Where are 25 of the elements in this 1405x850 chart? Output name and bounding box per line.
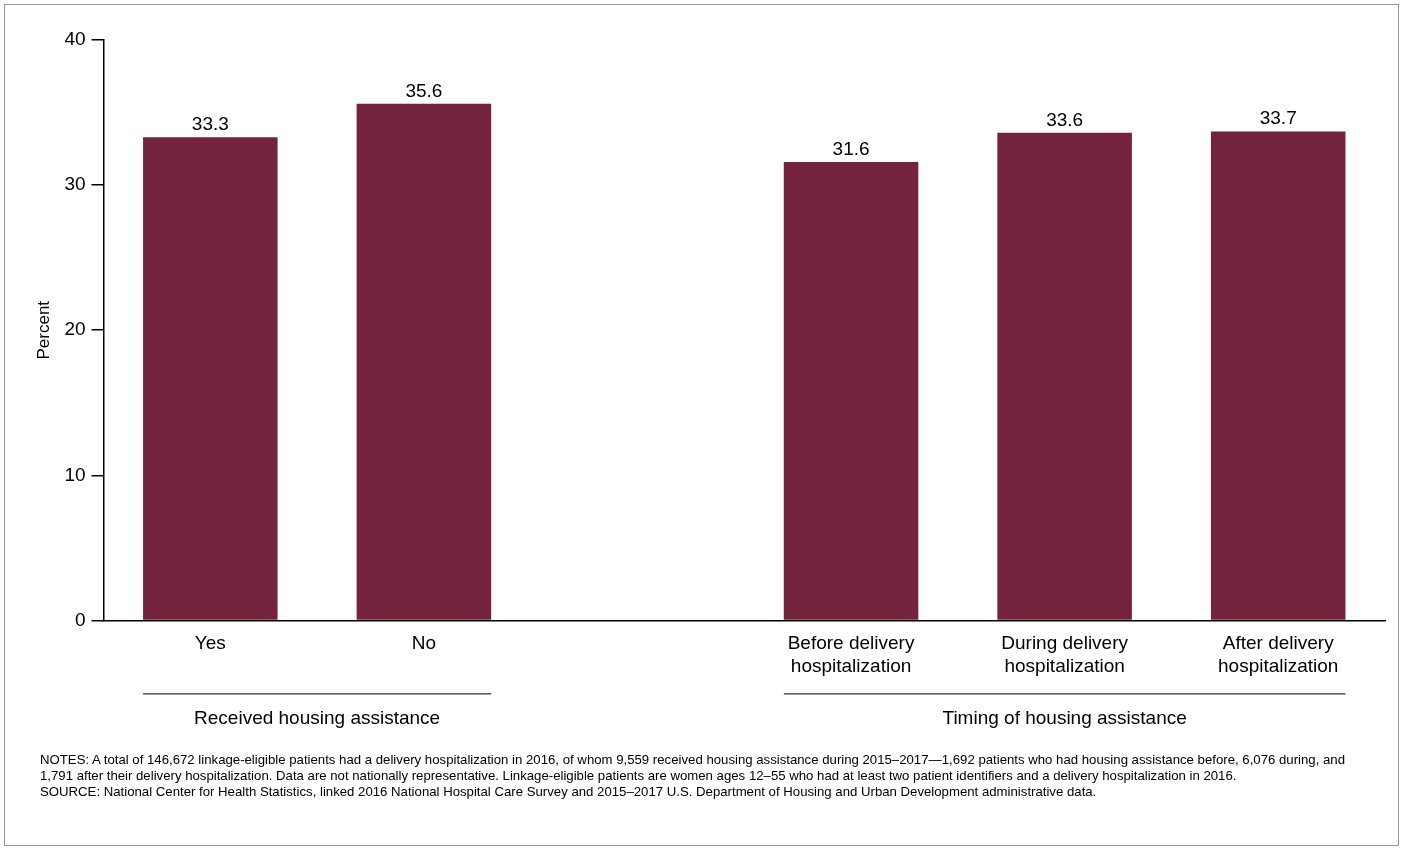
y-axis-title: Percent xyxy=(33,300,53,360)
bar xyxy=(783,161,919,620)
y-tick-label: 20 xyxy=(64,318,86,340)
x-tick-label: Yes xyxy=(194,632,226,654)
y-tick-label: 0 xyxy=(74,608,86,630)
x-tick-label: No xyxy=(411,632,437,654)
x-tick-label: After delivery hospitalization xyxy=(1218,632,1339,676)
data-label: 35.6 xyxy=(405,79,443,101)
bar xyxy=(356,103,492,620)
source-note: SOURCE: National Center for Health Statistics, linked 2016 National Hospital Care Survey and 2015–2017 U.S. Department of Housing and Urban Development administrative data. xyxy=(40,784,1098,800)
y-tick-label: 10 xyxy=(64,463,86,485)
bar xyxy=(1210,131,1346,620)
bar xyxy=(997,132,1132,620)
text: Received housing assistance xyxy=(194,706,441,728)
y-tick-label: 40 xyxy=(64,28,86,50)
data-label: 31.6 xyxy=(832,137,870,159)
data-label: 33.7 xyxy=(1259,107,1297,129)
bar xyxy=(143,137,278,620)
data-label: 33.3 xyxy=(191,112,229,134)
y-tick-label: 30 xyxy=(64,173,86,195)
x-tick-label: Before delivery hospitalization xyxy=(787,632,915,676)
x-tick-label: During delivery hospitalization xyxy=(1001,632,1129,676)
text: NOTES: A total of 146,672 linkage-eligible patients had a delivery hospitalization in 2016, of whom 9,559 received housing assistance during 2015–2017—1,692 patients who had housing assistance before, 6,076 during, and 1,791 after their delivery hospitalization. Data are not nationally representative. Linkage-eligible patients are women ages 12–55 who had at least two patient identifiers and a delivery hospitalization in 2016. xyxy=(40,752,1346,784)
text: Timing of housing assistance xyxy=(942,706,1187,728)
data-label: 33.6 xyxy=(1046,108,1084,130)
